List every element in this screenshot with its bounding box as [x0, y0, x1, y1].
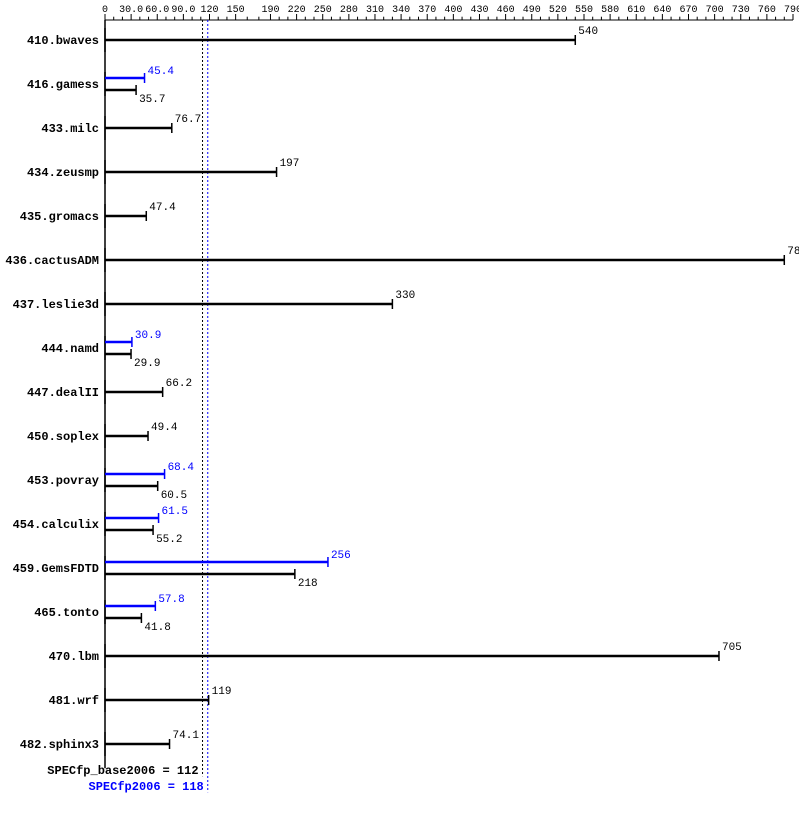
tick-label: 370 [418, 5, 436, 16]
tick-label: 190 [261, 5, 279, 16]
peak-value: 68.4 [168, 462, 195, 474]
bench-label-459.GemsFDTD: 459.GemsFDTD [13, 562, 99, 576]
bench-label-481.wrf: 481.wrf [49, 694, 99, 708]
tick-label: 400 [444, 5, 462, 16]
bench-label-435.gromacs: 435.gromacs [20, 210, 99, 224]
footer-peak-label: SPECfp2006 = 118 [89, 780, 204, 794]
bench-label-447.dealII: 447.dealII [27, 386, 99, 400]
tick-label: 520 [549, 5, 567, 16]
chart-bg [0, 0, 799, 831]
tick-label: 460 [497, 5, 515, 16]
tick-label: 120 [200, 5, 218, 16]
bench-label-482.sphinx3: 482.sphinx3 [20, 738, 99, 752]
base-value: 66.2 [166, 378, 192, 390]
peak-value: 61.5 [162, 506, 188, 518]
base-value: 540 [578, 26, 598, 38]
tick-label: 280 [340, 5, 358, 16]
bench-label-437.leslie3d: 437.leslie3d [13, 298, 99, 312]
bench-label-433.milc: 433.milc [41, 122, 99, 136]
bench-label-436.cactusADM: 436.cactusADM [5, 254, 99, 268]
base-value: 705 [722, 642, 742, 654]
tick-label: 580 [601, 5, 619, 16]
bench-label-453.povray: 453.povray [27, 474, 99, 488]
bench-label-470.lbm: 470.lbm [49, 650, 99, 664]
tick-label: 340 [392, 5, 410, 16]
base-value: 76.7 [175, 114, 201, 126]
base-value: 119 [212, 686, 232, 698]
tick-label: 790 [784, 5, 799, 16]
tick-label: 730 [732, 5, 750, 16]
tick-label: 490 [523, 5, 541, 16]
tick-label: 310 [366, 5, 384, 16]
base-value: 55.2 [156, 534, 182, 546]
bench-label-434.zeusmp: 434.zeusmp [27, 166, 99, 180]
base-value: 49.4 [151, 422, 178, 434]
base-value: 35.7 [139, 94, 165, 106]
tick-label: 0 [102, 5, 108, 16]
tick-label: 700 [706, 5, 724, 16]
peak-value: 30.9 [135, 330, 161, 342]
base-value: 47.4 [149, 202, 176, 214]
tick-label: 550 [575, 5, 593, 16]
base-value: 74.1 [173, 730, 200, 742]
peak-value: 57.8 [158, 594, 184, 606]
tick-label: 670 [679, 5, 697, 16]
base-value: 41.8 [144, 622, 170, 634]
base-value: 218 [298, 578, 318, 590]
base-value: 29.9 [134, 358, 160, 370]
base-value: 60.5 [161, 490, 187, 502]
tick-label: 60.0 [145, 5, 169, 16]
tick-label: 640 [653, 5, 671, 16]
bench-label-465.tonto: 465.tonto [34, 606, 99, 620]
base-value: 330 [395, 290, 415, 302]
peak-value: 256 [331, 550, 351, 562]
bench-label-450.soplex: 450.soplex [27, 430, 99, 444]
bench-label-444.namd: 444.namd [41, 342, 99, 356]
bench-label-410.bwaves: 410.bwaves [27, 34, 99, 48]
tick-label: 90.0 [171, 5, 195, 16]
tick-label: 250 [314, 5, 332, 16]
tick-label: 430 [470, 5, 488, 16]
specfp-chart: 0 30.060.090.0 120 150 190 220 250 280 310 340 370… [0, 0, 799, 831]
tick-label: 220 [288, 5, 306, 16]
footer-base-label: SPECfp_base2006 = 112 [47, 764, 198, 778]
base-value: 197 [280, 158, 300, 170]
tick-label: 760 [758, 5, 776, 16]
tick-label: 150 [227, 5, 245, 16]
tick-label: 610 [627, 5, 645, 16]
bench-label-454.calculix: 454.calculix [13, 518, 99, 532]
bench-label-416.gamess: 416.gamess [27, 78, 99, 92]
base-value: 780 [787, 246, 799, 258]
peak-value: 45.4 [148, 66, 175, 78]
tick-label: 30.0 [119, 5, 143, 16]
